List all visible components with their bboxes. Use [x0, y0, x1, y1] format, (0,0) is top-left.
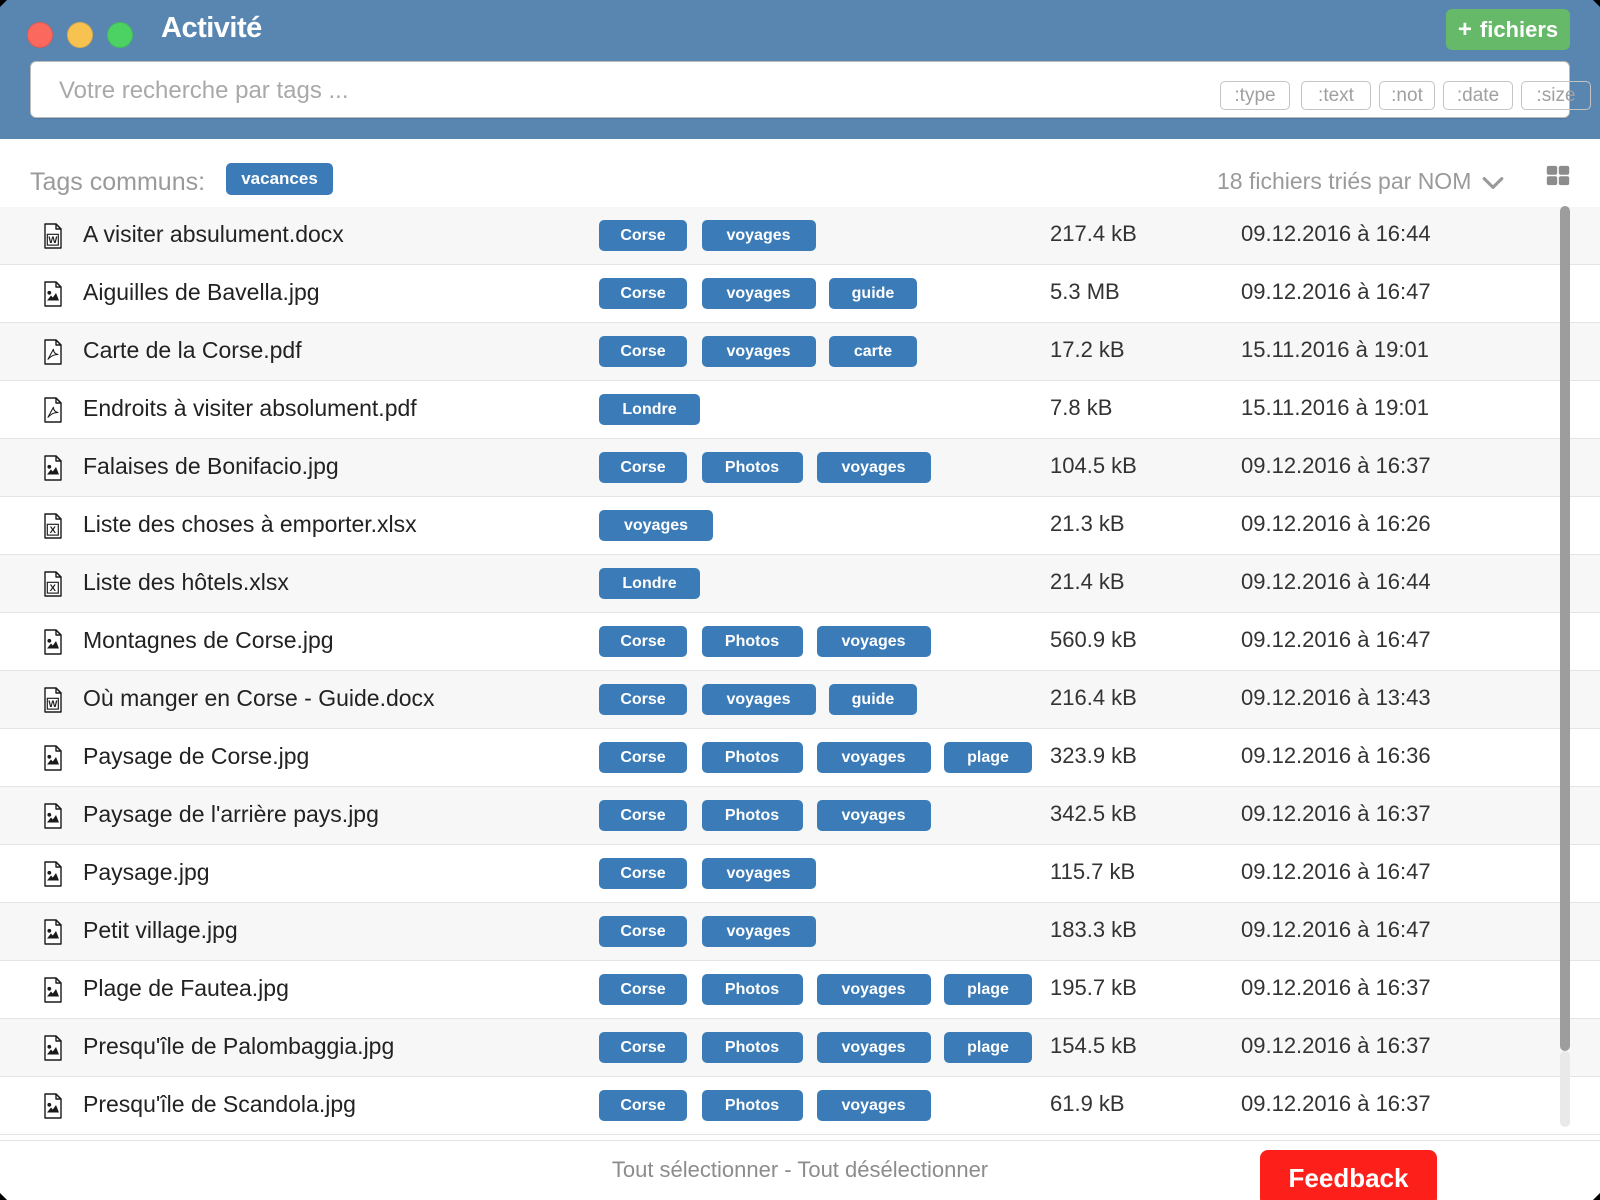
svg-text:W: W — [48, 699, 57, 710]
svg-text:W: W — [48, 235, 57, 246]
svg-text:X: X — [50, 525, 57, 536]
svg-text:X: X — [50, 583, 57, 594]
